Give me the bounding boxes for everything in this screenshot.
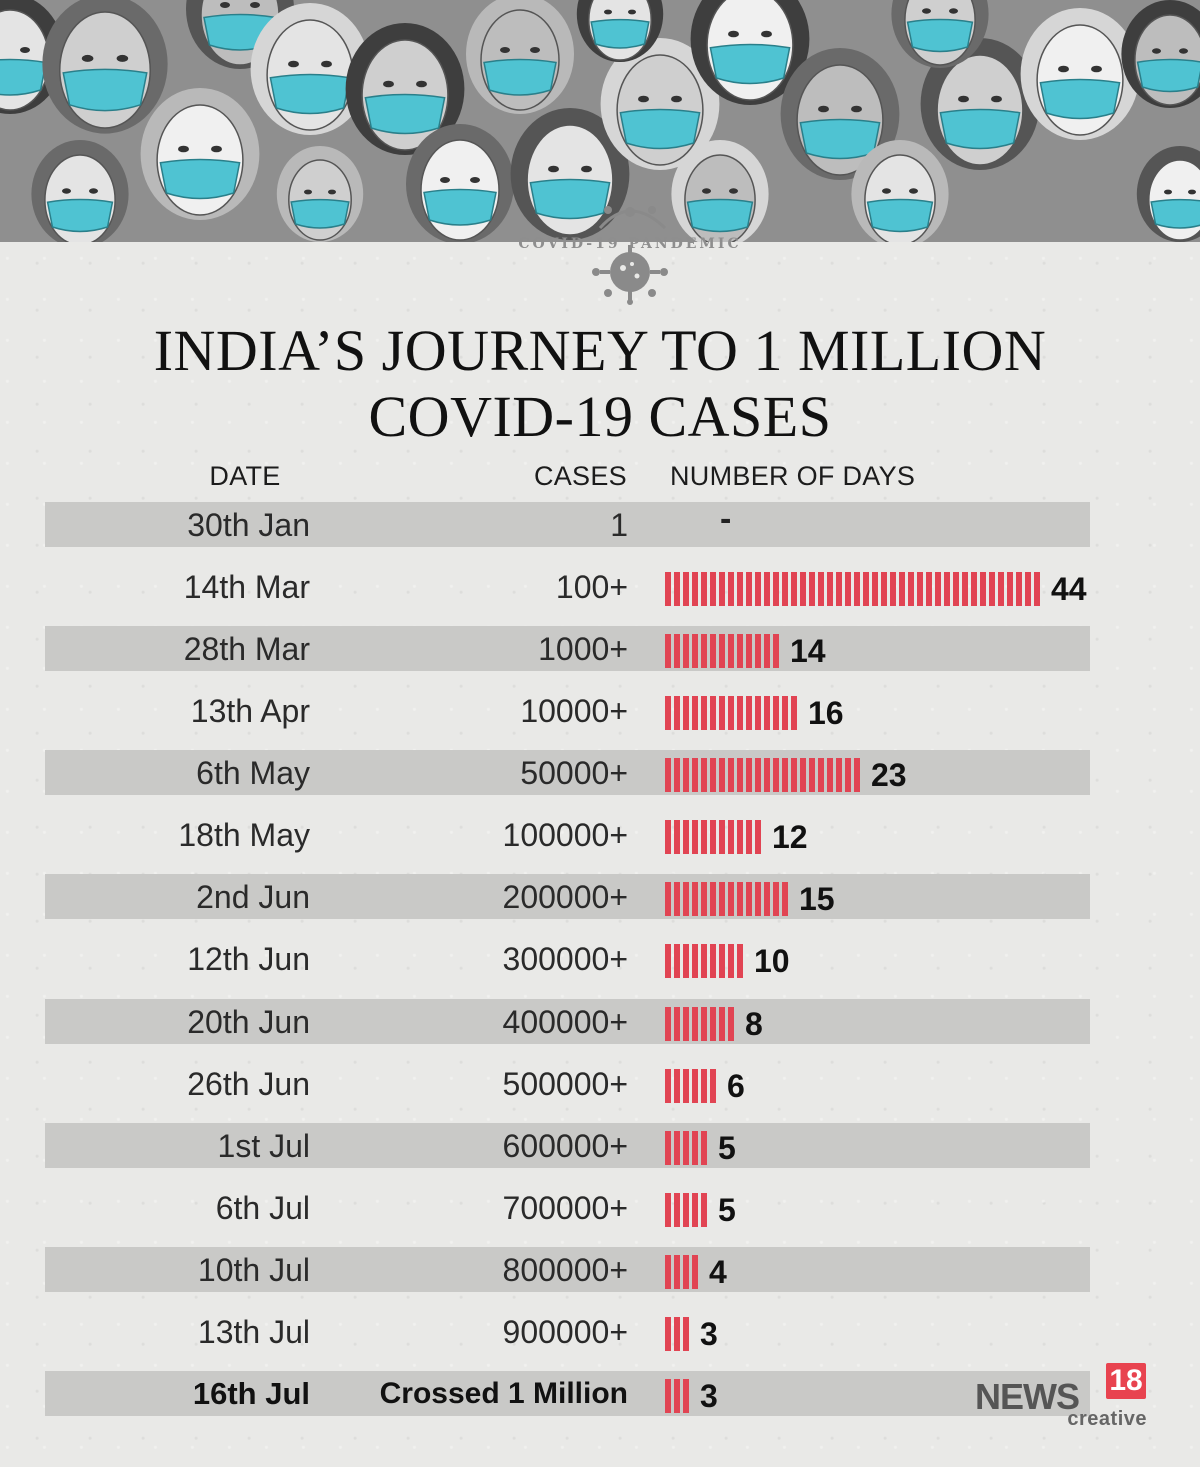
days-value-label: 12	[772, 819, 808, 856]
days-value-label: 3	[700, 1377, 718, 1414]
row-cases: Crossed 1 Million	[379, 1376, 628, 1410]
no-value-dash: -	[720, 500, 732, 538]
row-cases: 800000+	[502, 1251, 628, 1288]
days-value-label: 6	[727, 1067, 745, 1104]
logo-subtitle: creative	[1067, 1408, 1147, 1430]
row-cases: 10000+	[520, 693, 628, 730]
days-value-label: 5	[718, 1191, 736, 1228]
row-date: 2nd Jun	[196, 879, 310, 916]
covid-emblem: COVID-19 PANDEMIC	[480, 190, 780, 305]
row-date: 16th Jul	[192, 1375, 310, 1411]
table-row: 13th Jul 900000+ 3	[0, 1301, 1200, 1363]
row-date: 26th Jun	[187, 1065, 310, 1102]
days-value-label: 10	[754, 943, 790, 980]
days-value-label: 14	[790, 633, 826, 670]
row-cases: 700000+	[502, 1189, 628, 1226]
row-cases: 1	[610, 507, 628, 543]
row-date: 20th Jun	[187, 1003, 310, 1040]
row-date: 18th May	[178, 817, 310, 854]
table-row: 6th Jul 700000+ 5	[0, 1177, 1200, 1239]
table-row: 28th Mar 1000+ 14	[0, 618, 1200, 680]
row-date: 1st Jul	[217, 1127, 310, 1164]
column-header-date: DATE	[209, 461, 281, 491]
days-bar	[665, 758, 863, 793]
row-date: 6th May	[196, 755, 310, 792]
row-cases: 300000+	[502, 941, 628, 978]
row-cases: 1000+	[538, 631, 628, 668]
row-date: 30th Jan	[187, 507, 310, 543]
column-header-cases: CASES	[533, 461, 627, 491]
logo-number-badge: 18	[1106, 1363, 1146, 1399]
days-value-label: 44	[1051, 571, 1087, 608]
table-row: 16th Jul Crossed 1 Million 3	[0, 1363, 1200, 1425]
table-row: 1st Jul 600000+ 5	[0, 1115, 1200, 1177]
days-bar	[665, 1316, 692, 1351]
table-row: 13th Apr 10000+ 16	[0, 680, 1200, 742]
table-row: 26th Jun 500000+ 6	[0, 1053, 1200, 1115]
days-bar	[665, 1192, 710, 1227]
table-row: 2nd Jun 200000+ 15	[0, 866, 1200, 928]
row-date: 6th Jul	[215, 1189, 310, 1226]
row-cases: 100+	[555, 569, 628, 606]
row-date: 10th Jul	[197, 1251, 310, 1288]
page-title: INDIA’S JOURNEY TO 1 MILLION COVID-19 CA…	[0, 318, 1200, 450]
emblem-label: COVID-19 PANDEMIC	[518, 236, 742, 252]
table-row: 14th Mar 100+ 44	[0, 556, 1200, 618]
days-bar	[665, 1006, 737, 1041]
days-bar	[665, 1068, 719, 1103]
table-row: 6th May 50000+ 23	[0, 742, 1200, 804]
row-cases: 200000+	[502, 879, 628, 916]
row-cases: 400000+	[502, 1003, 628, 1040]
days-bar	[665, 1378, 692, 1413]
masked-crowd-illustration	[0, 0, 1200, 242]
days-bar	[665, 1254, 701, 1289]
row-date: 13th Apr	[190, 693, 310, 730]
days-bar	[665, 572, 1043, 607]
days-value-label: 15	[799, 881, 835, 918]
title-line-2: COVID-19 CASES	[368, 384, 832, 449]
column-header-days: NUMBER OF DAYS	[670, 461, 916, 491]
title-line-1: INDIA’S JOURNEY TO 1 MILLION	[153, 318, 1047, 383]
days-value-label: 16	[808, 695, 844, 732]
days-value-label: 8	[745, 1005, 763, 1042]
row-cases: 100000+	[502, 817, 628, 854]
table-row: 20th Jun 400000+ 8	[0, 991, 1200, 1053]
row-date: 28th Mar	[183, 631, 310, 668]
days-value-label: 3	[700, 1315, 718, 1352]
days-bar	[665, 634, 782, 669]
days-bar	[665, 820, 764, 855]
days-bar	[665, 944, 746, 979]
row-cases: 900000+	[502, 1313, 628, 1350]
row-date: 12th Jun	[187, 941, 310, 978]
days-bar	[665, 696, 800, 731]
row-cases: 600000+	[502, 1127, 628, 1164]
logo-wordmark: NEWS	[975, 1376, 1080, 1417]
table-row: 18th May 100000+ 12	[0, 804, 1200, 866]
days-bar	[665, 882, 791, 917]
days-bar	[665, 1130, 710, 1165]
days-value-label: 4	[709, 1253, 727, 1290]
days-value-label: 5	[718, 1129, 736, 1166]
table-row: 30th Jan 1 -	[0, 494, 1200, 556]
row-date: 14th Mar	[183, 569, 310, 606]
table-row: 12th Jun 300000+ 10	[0, 928, 1200, 990]
table-row: 10th Jul 800000+ 4	[0, 1239, 1200, 1301]
row-cases: 50000+	[520, 755, 628, 792]
virus-icon	[592, 206, 668, 305]
row-cases: 500000+	[502, 1065, 628, 1102]
banner-illustration	[0, 0, 1200, 242]
days-value-label: 23	[871, 757, 907, 794]
row-date: 13th Jul	[197, 1313, 310, 1350]
news18-logo: NEWS 18 creative	[975, 1363, 1147, 1435]
